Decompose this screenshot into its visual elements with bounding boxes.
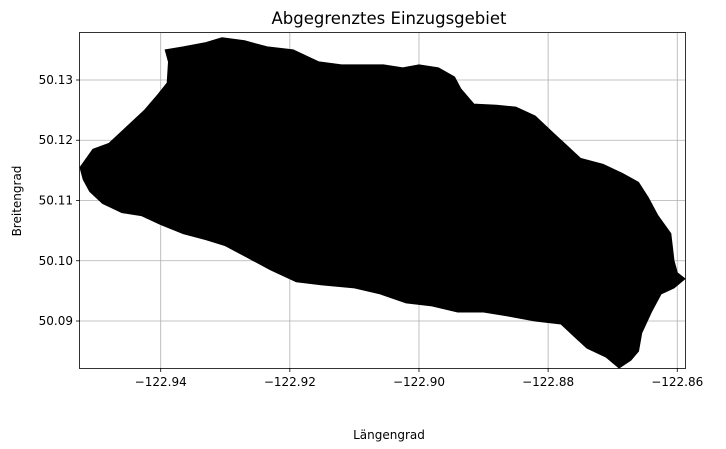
chart-title: Abgegrenztes Einzugsgebiet bbox=[272, 9, 508, 28]
x-axis-label: Längengrad bbox=[353, 428, 425, 442]
x-tick-label: −122.90 bbox=[393, 375, 445, 389]
y-tick-label: 50.10 bbox=[39, 254, 73, 268]
y-tick-label: 50.11 bbox=[39, 194, 73, 208]
y-tick-label: 50.13 bbox=[39, 73, 73, 87]
x-tick-label: −122.92 bbox=[264, 375, 316, 389]
x-tick-label: −122.94 bbox=[135, 375, 187, 389]
x-tick-label: −122.88 bbox=[522, 375, 574, 389]
catchment-area bbox=[79, 37, 686, 369]
y-axis-ticks: 50.09 50.10 50.11 50.12 50.13 bbox=[39, 73, 80, 328]
catchment-polygon bbox=[79, 37, 686, 369]
y-tick-label: 50.12 bbox=[39, 133, 73, 147]
x-tick-label: −122.86 bbox=[651, 375, 703, 389]
y-axis-label: Breitengrad bbox=[10, 166, 24, 237]
y-tick-label: 50.09 bbox=[39, 314, 73, 328]
x-axis-ticks: −122.94 −122.92 −122.90 −122.88 −122.86 bbox=[135, 368, 703, 389]
